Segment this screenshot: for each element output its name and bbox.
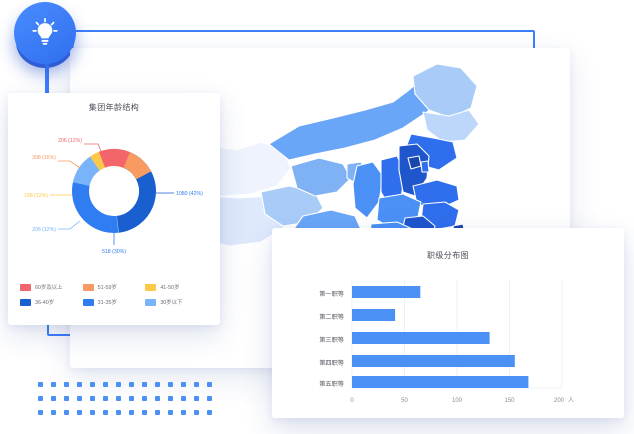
legend-item-31-35[interactable]: 31-35岁 — [82, 298, 146, 306]
donut-label-36-40: 1080 (42%) — [176, 191, 203, 197]
donut-label-41-50: 168 (12%) — [24, 193, 48, 199]
donut-chart-title: 集团年龄结构 — [88, 103, 140, 112]
x-tick-200: 200 — [554, 398, 565, 404]
bar-category-label-3: 第三职等 — [319, 336, 344, 344]
lightbulb-icon — [32, 17, 58, 45]
bar-chart: 第一职等 第二职等 第三职等 第四职等 第五职等 0 50 100 150 20… — [272, 270, 624, 410]
donut-slice-31-35 — [72, 149, 156, 233]
donut-label-51-59: 308 (15%) — [32, 155, 56, 161]
legend-item-51-59[interactable]: 51-59岁 — [82, 283, 146, 291]
legend-label: 36-40岁 — [35, 300, 55, 306]
x-tick-100: 100 — [452, 398, 463, 404]
legend-item-41-50[interactable]: 41-50岁 — [145, 283, 208, 291]
legend-label: 31-35岁 — [97, 300, 117, 306]
donut-slice-60plus — [72, 149, 156, 233]
badge-connector-line — [45, 44, 47, 124]
bar-category-label-1: 第一职等 — [319, 290, 344, 298]
donut-label-under30: 206 (12%) — [32, 227, 56, 233]
bar-category-label-4: 第四职等 — [319, 359, 344, 367]
bar-category-label-2: 第二职等 — [319, 313, 344, 321]
legend-item-60plus[interactable]: 60岁及以上 — [20, 283, 83, 291]
x-tick-150: 150 — [504, 398, 515, 404]
bar-rank-5[interactable] — [352, 376, 529, 388]
donut-label-31-35: 518 (30%) — [102, 249, 126, 255]
donut-legend: 60岁及以上 51-59岁 41-50岁 36-40岁 31-35岁 30岁以下 — [20, 283, 208, 313]
bar-rank-4[interactable] — [352, 355, 515, 367]
donut-label-60plus: 206 (12%) — [58, 138, 82, 144]
x-tick-50: 50 — [401, 398, 408, 404]
legend-item-under30[interactable]: 30岁以下 — [145, 298, 208, 306]
x-tick-0: 0 — [350, 398, 354, 404]
legend-swatch — [82, 298, 94, 306]
legend-label: 60岁及以上 — [35, 285, 63, 291]
donut-chart: 206 (12%) 308 (15%) 168 (12%) 1080 (42%)… — [8, 111, 220, 271]
bar-category-label-5: 第五职等 — [319, 380, 344, 388]
legend-item-36-40[interactable]: 36-40岁 — [20, 298, 83, 306]
legend-swatch — [82, 283, 94, 291]
legend-swatch — [20, 298, 31, 306]
rank-distribution-card: 职级分布图 第一职等 第二 — [272, 228, 624, 418]
legend-swatch — [145, 298, 157, 306]
legend-label: 41-50岁 — [160, 285, 180, 291]
age-structure-card: 集团年龄结构 — [8, 93, 220, 325]
donut-slice-under30 — [72, 149, 156, 233]
bar-rank-1[interactable] — [352, 286, 421, 298]
bar-rank-3[interactable] — [352, 332, 490, 344]
decorative-dot-grid — [38, 382, 224, 428]
bar-chart-title: 职级分布图 — [427, 251, 469, 260]
legend-label: 51-59岁 — [97, 285, 117, 291]
lightbulb-badge — [14, 2, 76, 68]
legend-swatch — [20, 283, 31, 291]
legend-swatch — [145, 283, 157, 291]
legend-label: 30岁以下 — [160, 300, 183, 306]
bar-rank-2[interactable] — [352, 309, 396, 321]
x-axis-unit-label: 人 — [568, 397, 574, 404]
